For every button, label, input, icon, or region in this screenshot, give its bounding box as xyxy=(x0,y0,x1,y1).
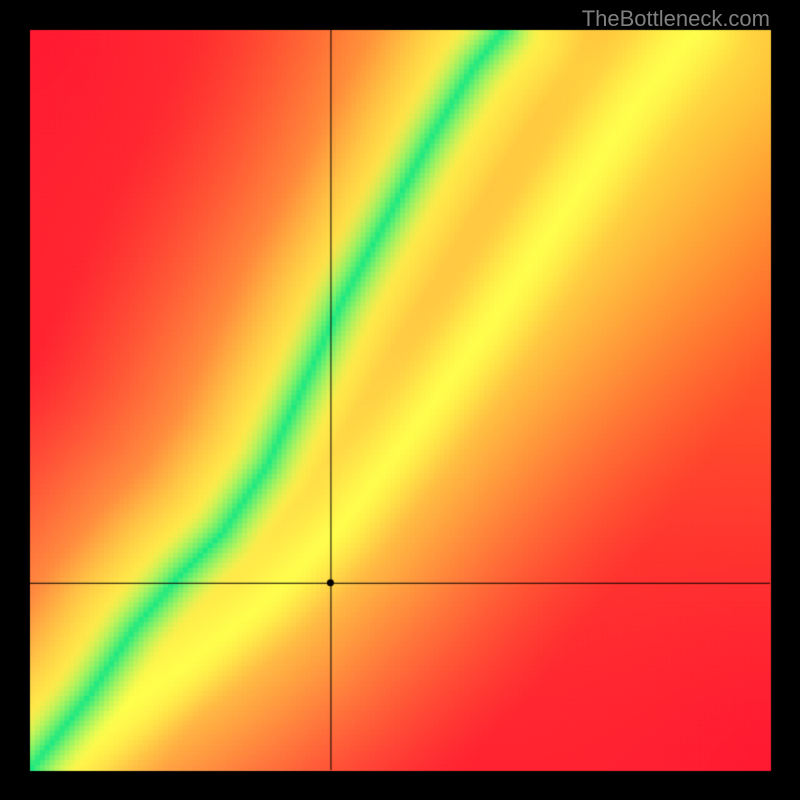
heatmap-canvas xyxy=(0,0,800,800)
watermark-text: TheBottleneck.com xyxy=(582,6,770,32)
